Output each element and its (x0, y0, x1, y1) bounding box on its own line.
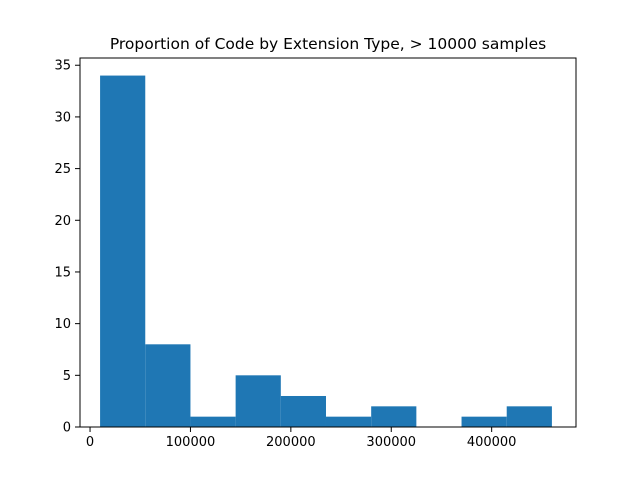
y-tick-label: 10 (54, 317, 71, 332)
plot-area-frame (79, 57, 577, 428)
y-tick-label: 35 (54, 59, 71, 74)
y-tick-label: 20 (54, 214, 71, 229)
y-tick-label: 5 (63, 369, 71, 384)
histogram-bar (506, 406, 552, 427)
histogram-bar (190, 416, 236, 427)
y-axis: 0 5 10 15 20 25 30 35 (54, 59, 80, 436)
bars-group (100, 75, 552, 428)
x-tick-label: 300000 (366, 435, 416, 450)
x-tick-label: 0 (86, 435, 94, 450)
histogram-bar (145, 344, 191, 427)
histogram-bar (100, 75, 146, 428)
x-axis: 0 100000 200000 300000 400000 (86, 427, 517, 450)
chart-title: Proportion of Code by Extension Type, > … (110, 35, 546, 53)
histogram-bar (461, 416, 507, 427)
histogram-bar (325, 416, 372, 427)
x-tick-label: 400000 (467, 435, 517, 450)
y-tick-label: 0 (63, 421, 71, 436)
histogram-bar (280, 395, 326, 427)
y-tick-label: 15 (54, 265, 71, 280)
histogram-bar (235, 375, 281, 427)
y-tick-label: 30 (54, 110, 71, 125)
histogram-bar (371, 406, 417, 427)
y-tick-label: 25 (54, 162, 71, 177)
x-tick-label: 100000 (166, 435, 216, 450)
x-tick-label: 200000 (266, 435, 316, 450)
